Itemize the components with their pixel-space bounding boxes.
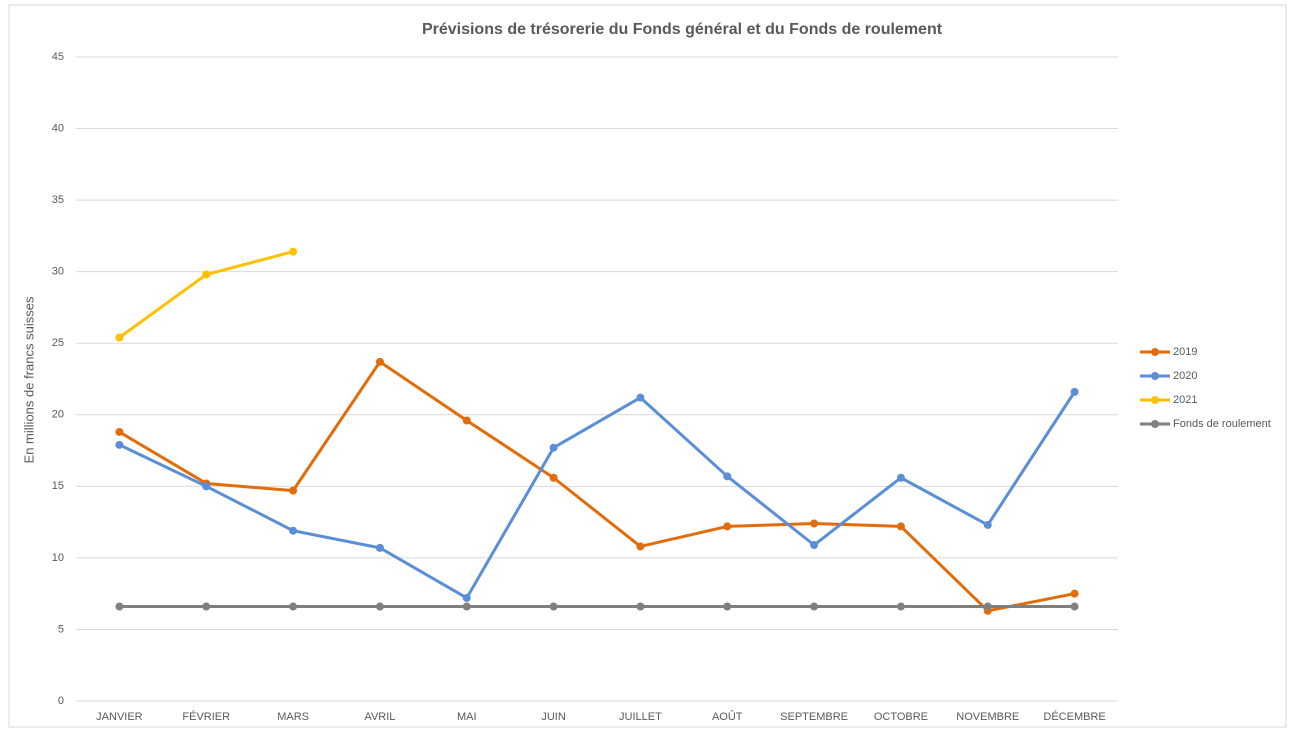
legend-marker xyxy=(1151,396,1159,404)
series-line xyxy=(118,360,1075,613)
x-tick-label: SEPTEMBRE xyxy=(780,711,848,723)
x-tick-label: JUILLET xyxy=(619,711,662,723)
data-point xyxy=(636,542,645,551)
data-point xyxy=(810,519,819,528)
x-tick-label: JANVIER xyxy=(96,711,143,723)
y-tick-label: 25 xyxy=(52,337,64,349)
data-point xyxy=(723,602,732,611)
chart-title: Prévisions de trésorerie du Fonds généra… xyxy=(422,21,943,38)
data-point xyxy=(115,333,124,342)
legend-marker xyxy=(1151,348,1159,356)
data-point xyxy=(375,357,384,366)
data-point xyxy=(636,393,645,402)
data-point xyxy=(723,472,732,481)
x-tick-label: JUIN xyxy=(541,711,566,723)
x-tick-label: NOVEMBRE xyxy=(956,711,1019,723)
data-point xyxy=(896,473,905,482)
data-point xyxy=(1070,387,1079,396)
y-tick-label: 45 xyxy=(52,51,64,63)
x-tick-label: AOÛT xyxy=(712,710,743,723)
legend-marker xyxy=(1151,372,1159,380)
data-point xyxy=(1070,602,1079,611)
data-point xyxy=(462,416,471,425)
chart-frame xyxy=(8,4,1287,728)
data-point xyxy=(115,440,124,449)
data-point xyxy=(375,602,384,611)
data-point xyxy=(810,602,819,611)
x-tick-label: AVRIL xyxy=(364,711,395,723)
data-point xyxy=(289,486,298,495)
data-point xyxy=(896,602,905,611)
data-point xyxy=(289,247,298,256)
legend-label: 2019 xyxy=(1173,346,1197,358)
y-tick-label: 40 xyxy=(52,122,64,134)
x-tick-label: MAI xyxy=(457,711,477,723)
y-tick-label: 30 xyxy=(52,266,64,278)
data-point xyxy=(549,473,558,482)
data-point xyxy=(983,602,992,611)
data-point xyxy=(896,522,905,531)
data-point xyxy=(549,443,558,452)
data-point xyxy=(462,602,471,611)
data-point xyxy=(375,543,384,552)
data-point xyxy=(202,270,211,279)
x-tick-label: FÉVRIER xyxy=(182,710,230,723)
y-tick-label: 35 xyxy=(52,194,64,206)
x-tick-label: DÉCEMBRE xyxy=(1043,710,1105,723)
legend-marker xyxy=(1151,420,1159,428)
x-tick-label: OCTOBRE xyxy=(874,711,928,723)
series-line xyxy=(118,391,1076,600)
data-point xyxy=(202,602,211,611)
y-axis-title: En millions de francs suisses xyxy=(21,296,36,463)
data-point xyxy=(289,526,298,535)
data-point xyxy=(723,522,732,531)
x-tick-label: MARS xyxy=(277,711,309,723)
data-point xyxy=(1070,589,1079,598)
data-point xyxy=(636,602,645,611)
data-point xyxy=(983,520,992,529)
y-tick-label: 5 xyxy=(58,623,64,635)
y-tick-label: 15 xyxy=(52,480,64,492)
legend-label: Fonds de roulement xyxy=(1173,418,1271,430)
y-tick-label: 0 xyxy=(58,695,64,707)
data-point xyxy=(549,602,558,611)
data-point xyxy=(115,602,124,611)
data-point xyxy=(810,541,819,550)
data-point xyxy=(289,602,298,611)
y-tick-label: 20 xyxy=(52,409,64,421)
legend-label: 2020 xyxy=(1173,370,1197,382)
data-point xyxy=(462,593,471,602)
y-tick-label: 10 xyxy=(52,552,64,564)
data-point xyxy=(202,482,211,491)
legend-label: 2021 xyxy=(1173,394,1197,406)
data-point xyxy=(115,427,124,436)
